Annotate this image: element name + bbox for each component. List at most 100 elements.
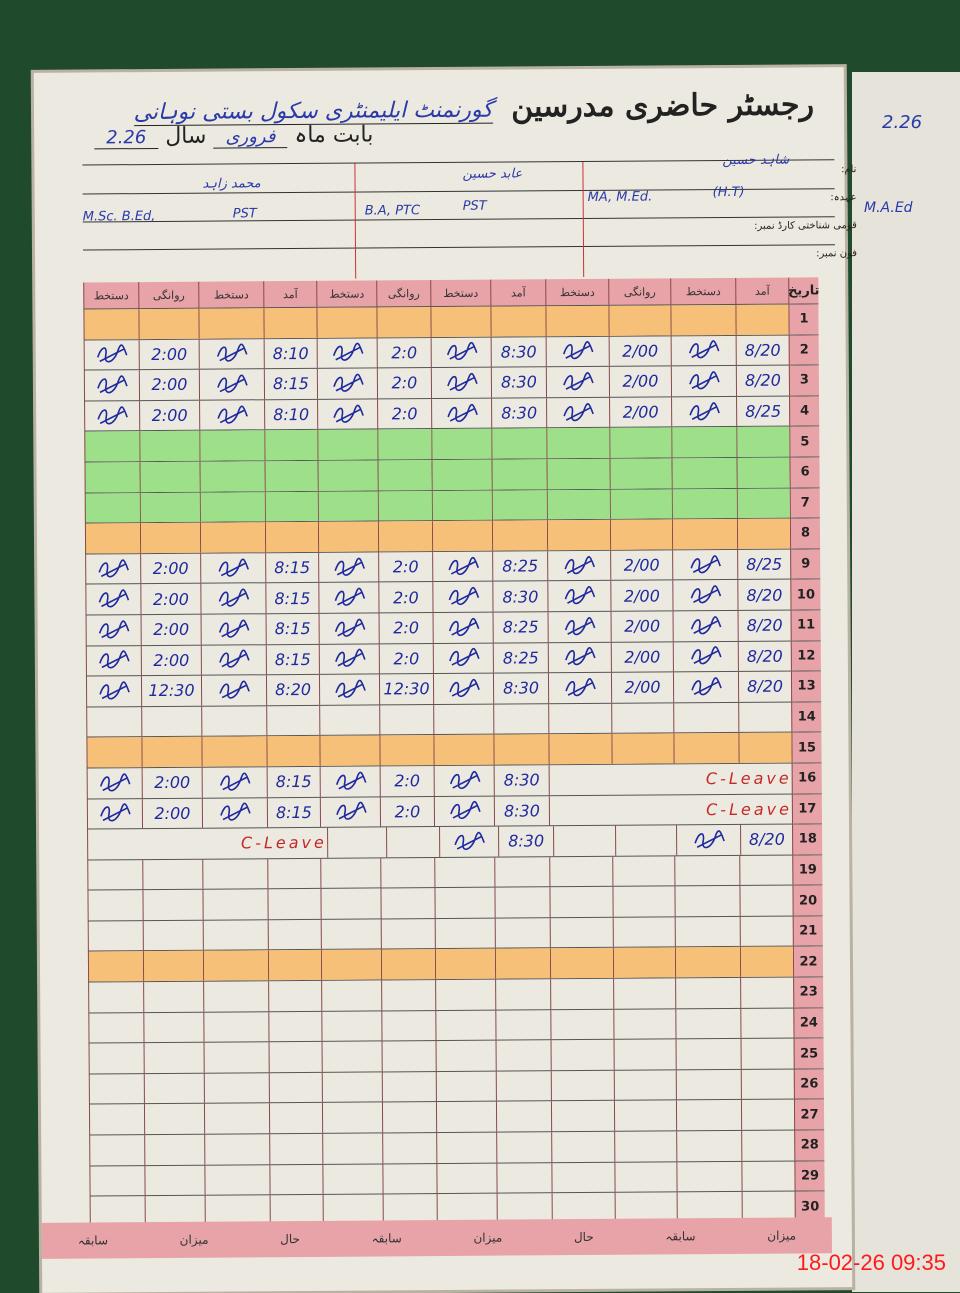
arrival-cell: 8:15	[266, 797, 321, 828]
signature-icon	[99, 681, 130, 700]
date-cell: 11	[790, 610, 821, 641]
signature-cell	[203, 1073, 269, 1104]
signature-cell	[202, 950, 269, 981]
arrival-cell: 8:15	[266, 766, 320, 797]
signature-cell	[435, 979, 496, 1010]
signature-icon	[99, 650, 130, 669]
signature-cell	[672, 672, 739, 703]
teacher-info: نام: عہدہ: قومی شناختی کارڈ نمبر: فون نم…	[82, 153, 857, 281]
arrival-cell	[736, 426, 790, 457]
table-row: 4 8/25 2/00 8:30 2:0 8:10 2:00	[84, 396, 820, 432]
signature-cell	[676, 1130, 742, 1162]
signature-cell	[673, 702, 739, 733]
arrival-cell: 8:30	[491, 398, 547, 429]
arrival-cell	[264, 522, 319, 552]
footer-label: حال	[280, 1232, 300, 1247]
name-label: نام:	[841, 164, 857, 176]
header-departure: روانگی	[138, 281, 199, 309]
arrival-cell	[494, 856, 550, 887]
signature-cell	[318, 613, 379, 644]
signature-cell	[200, 583, 266, 614]
signature-cell	[86, 737, 142, 768]
departure-cell: 2:00	[139, 400, 200, 431]
date-cell: 7	[789, 487, 820, 518]
arrival-cell	[269, 1133, 323, 1164]
signature-cell	[548, 734, 612, 765]
date-cell: 22	[792, 946, 824, 977]
arrival-cell	[491, 520, 548, 551]
arrival-cell	[735, 304, 789, 335]
month-year-line: بابت ماہ فروری سال 2.26	[94, 122, 373, 150]
signature-cell	[434, 887, 495, 918]
arrival-cell: 8:15	[263, 369, 318, 400]
signature-icon	[97, 375, 128, 394]
arrival-cell	[739, 947, 794, 977]
signature-icon	[691, 677, 722, 696]
signature-cell	[547, 611, 611, 642]
date-cell: 12	[790, 640, 821, 671]
signature-cell	[88, 982, 144, 1013]
arrival-cell	[495, 1071, 551, 1102]
signature-cell	[671, 457, 737, 488]
signature-cell	[548, 703, 612, 734]
departure-cell: 2:0	[378, 643, 433, 674]
signature-cell	[83, 370, 140, 401]
signature-cell	[676, 1161, 742, 1192]
arrival-cell	[736, 518, 791, 549]
signature-icon	[334, 587, 365, 606]
signature-cell	[430, 337, 491, 368]
signature-cell	[199, 461, 265, 492]
signature-cell	[326, 827, 387, 858]
arrival-cell	[493, 703, 549, 734]
arrival-cell	[267, 889, 321, 920]
teacher1-name: شاہد حسین	[722, 152, 790, 169]
signature-cell	[549, 917, 613, 948]
date-cell: 6	[789, 457, 820, 488]
header-signature: دستخط	[316, 280, 377, 307]
signature-cell	[671, 488, 737, 519]
departure-cell	[613, 1100, 677, 1131]
signature-icon	[448, 678, 480, 697]
signature-icon	[216, 343, 248, 362]
signature-cell	[320, 919, 381, 950]
departure-cell	[609, 519, 673, 550]
signature-cell	[321, 1072, 382, 1103]
arrival-cell: 8:15	[265, 644, 319, 675]
signature-cell	[199, 491, 265, 522]
arrival-cell	[268, 1103, 323, 1134]
signature-icon	[335, 771, 366, 790]
header-arrival: آمد	[263, 280, 317, 308]
table-row: 28	[89, 1130, 825, 1167]
signature-icon	[689, 401, 720, 420]
signature-cell	[550, 978, 614, 1009]
signature-icon	[565, 677, 596, 697]
arrival-cell	[736, 488, 790, 519]
signature-cell	[85, 645, 141, 676]
year-label: سال	[165, 123, 207, 149]
signature-icon	[217, 374, 248, 393]
signature-cell	[675, 1069, 741, 1100]
arrival-cell: 8/20	[735, 335, 789, 366]
signature-cell	[551, 1162, 615, 1193]
table-row: 3 8/20 2/00 8:30 2:0 8:15 2:00	[83, 365, 820, 402]
arrival-cell	[740, 977, 794, 1008]
arrival-cell: 8:10	[264, 399, 318, 430]
signature-cell	[201, 705, 267, 737]
signature-cell	[433, 765, 494, 796]
header-date: تاریخ	[788, 277, 820, 304]
departure-cell: 2/00	[610, 580, 673, 611]
year-value: 2.26	[94, 126, 159, 150]
footer-label: میزان	[767, 1228, 797, 1243]
signature-cell	[432, 673, 494, 704]
table-row: 25	[88, 1038, 824, 1075]
signature-cell	[319, 796, 381, 827]
signature-cell	[83, 309, 139, 340]
departure-cell	[613, 978, 676, 1009]
arrival-cell	[740, 1008, 794, 1039]
signature-cell	[672, 610, 738, 641]
table-row: 29	[89, 1160, 825, 1197]
signature-cell	[318, 552, 379, 583]
signature-cell	[88, 1012, 144, 1043]
signature-icon	[689, 371, 720, 390]
departure-cell	[143, 1012, 204, 1043]
